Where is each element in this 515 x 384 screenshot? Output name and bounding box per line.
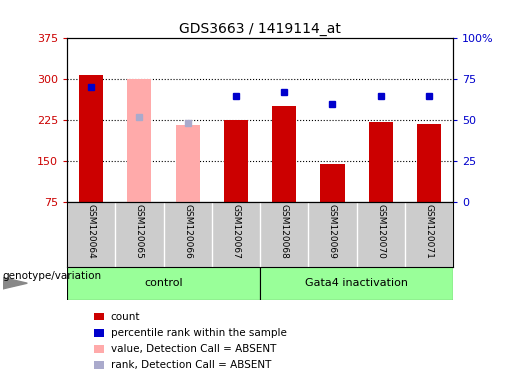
Text: Gata4 inactivation: Gata4 inactivation bbox=[305, 278, 408, 288]
Text: GSM120065: GSM120065 bbox=[135, 204, 144, 258]
Bar bbox=[176, 126, 200, 202]
Text: genotype/variation: genotype/variation bbox=[3, 270, 101, 281]
Bar bbox=[369, 122, 393, 202]
Bar bbox=[417, 124, 441, 202]
Text: control: control bbox=[144, 278, 183, 288]
Bar bbox=[94, 329, 104, 336]
Bar bbox=[79, 75, 103, 202]
Text: GSM120066: GSM120066 bbox=[183, 204, 192, 258]
Bar bbox=[127, 79, 151, 202]
Bar bbox=[94, 313, 104, 320]
Bar bbox=[260, 267, 453, 300]
Polygon shape bbox=[3, 277, 27, 289]
Text: count: count bbox=[111, 312, 140, 322]
Text: GSM120068: GSM120068 bbox=[280, 204, 289, 258]
Title: GDS3663 / 1419114_at: GDS3663 / 1419114_at bbox=[179, 22, 341, 36]
Bar bbox=[320, 164, 345, 202]
Text: percentile rank within the sample: percentile rank within the sample bbox=[111, 328, 287, 338]
Bar bbox=[272, 106, 296, 202]
Bar bbox=[224, 120, 248, 202]
Text: GSM120070: GSM120070 bbox=[376, 204, 385, 258]
Text: GSM120071: GSM120071 bbox=[424, 204, 434, 258]
Bar bbox=[67, 267, 260, 300]
Bar bbox=[94, 361, 104, 369]
Text: value, Detection Call = ABSENT: value, Detection Call = ABSENT bbox=[111, 344, 276, 354]
Text: GSM120064: GSM120064 bbox=[87, 204, 96, 258]
Text: GSM120067: GSM120067 bbox=[231, 204, 241, 258]
Bar bbox=[94, 345, 104, 353]
Text: GSM120069: GSM120069 bbox=[328, 204, 337, 258]
Text: rank, Detection Call = ABSENT: rank, Detection Call = ABSENT bbox=[111, 360, 271, 370]
